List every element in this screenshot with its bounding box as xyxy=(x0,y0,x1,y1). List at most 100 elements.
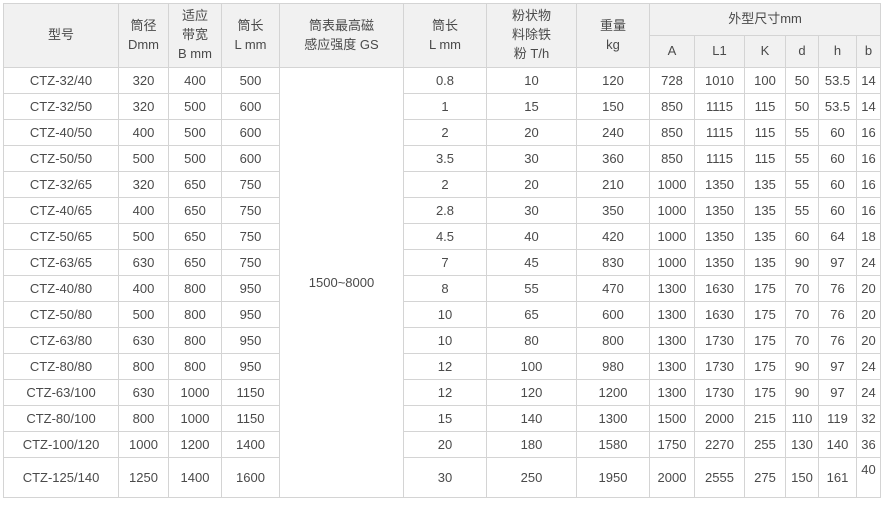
value-cell: 500 xyxy=(168,93,222,120)
value-cell: 150 xyxy=(576,93,650,120)
value-cell: 8 xyxy=(403,275,487,302)
value-cell: 60 xyxy=(818,197,857,224)
model-cell: CTZ-50/50 xyxy=(3,145,119,172)
header-length: 筒长 L mm xyxy=(221,3,280,68)
value-cell: 20 xyxy=(855,301,882,328)
value-cell: 1000 xyxy=(649,171,695,198)
value-cell: 97 xyxy=(818,249,857,276)
value-cell: 55 xyxy=(785,119,819,146)
value-cell: 2.8 xyxy=(403,197,487,224)
model-cell: CTZ-80/80 xyxy=(3,353,119,380)
value-cell: 1200 xyxy=(576,379,650,406)
value-cell: 40 xyxy=(486,223,577,250)
value-cell: 1300 xyxy=(649,379,695,406)
value-cell: 600 xyxy=(576,301,650,328)
model-cell: CTZ-80/100 xyxy=(3,405,119,432)
value-cell: 750 xyxy=(221,249,280,276)
value-cell: 30 xyxy=(486,197,577,224)
value-cell: 275 xyxy=(744,457,786,498)
model-cell: CTZ-40/80 xyxy=(3,275,119,302)
value-cell: 500 xyxy=(118,223,169,250)
table-row: CTZ-63/65 630 650 750 7 45 830 1000 1350 135 90 97 2… xyxy=(3,249,882,276)
model-cell: CTZ-40/65 xyxy=(3,197,119,224)
value-cell: 2000 xyxy=(694,405,745,432)
value-cell: 55 xyxy=(486,275,577,302)
value-cell: 24 xyxy=(855,353,882,380)
table-row: CTZ-80/80 800 800 950 12 100 980 1300 1730 175 90 9… xyxy=(3,353,882,380)
value-cell: 1000 xyxy=(649,249,695,276)
value-cell: 500 xyxy=(221,67,280,94)
value-cell: 115 xyxy=(744,93,786,120)
model-cell: CTZ-125/140 xyxy=(3,457,119,498)
table-header: 型号 筒径 Dmm 适应 带宽 B mm 筒长 L mm 筒表最高磁 感应强度 … xyxy=(3,3,882,68)
value-cell: 60 xyxy=(785,223,819,250)
header-length2: 筒长 L mm xyxy=(403,3,487,68)
value-cell: 53.5 xyxy=(818,93,857,120)
table-row: CTZ-50/50 500 500 600 3.5 30 360 850 1115 115 55 60… xyxy=(3,145,882,172)
value-cell: 76 xyxy=(818,301,857,328)
value-cell: 14 xyxy=(855,67,882,94)
value-cell: 15 xyxy=(403,405,487,432)
value-cell: 1000 xyxy=(168,379,222,406)
value-cell: 1630 xyxy=(694,301,745,328)
header-magnetic: 筒表最高磁 感应强度 GS xyxy=(279,3,404,68)
value-cell: 10 xyxy=(403,301,487,328)
header-row: 型号 筒径 Dmm 适应 带宽 B mm 筒长 L mm 筒表最高磁 感应强度 … xyxy=(3,3,882,68)
value-cell: 420 xyxy=(576,223,650,250)
value-cell: 1010 xyxy=(694,67,745,94)
value-cell: 1350 xyxy=(694,171,745,198)
value-cell: 1730 xyxy=(694,327,745,354)
value-cell: 0.8 xyxy=(403,67,487,94)
value-cell: 60 xyxy=(818,171,857,198)
value-cell: 100 xyxy=(486,353,577,380)
value-cell: 90 xyxy=(785,379,819,406)
value-cell: 850 xyxy=(649,119,695,146)
value-cell: 1200 xyxy=(168,431,222,458)
value-cell: 210 xyxy=(576,171,650,198)
header-weight: 重量 kg xyxy=(576,3,650,68)
value-cell: 800 xyxy=(576,327,650,354)
value-cell: 1630 xyxy=(694,275,745,302)
table-row: CTZ-40/65 400 650 750 2.8 30 350 1000 1350 135 55 6… xyxy=(3,197,882,224)
table-row: CTZ-40/50 400 500 600 2 20 240 850 1115 115 55 60 16 xyxy=(3,119,882,146)
value-cell: 1115 xyxy=(694,119,745,146)
value-cell: 135 xyxy=(744,249,786,276)
value-cell: 650 xyxy=(168,249,222,276)
value-cell: 1300 xyxy=(649,353,695,380)
header-dim-a: A xyxy=(649,35,695,68)
value-cell: 16 xyxy=(855,197,882,224)
value-cell: 120 xyxy=(486,379,577,406)
value-cell: 20 xyxy=(486,119,577,146)
value-cell: 1400 xyxy=(168,457,222,498)
value-cell: 800 xyxy=(168,301,222,328)
value-cell: 1300 xyxy=(649,275,695,302)
value-cell: 55 xyxy=(785,197,819,224)
value-cell: 150 xyxy=(785,457,819,498)
header-model: 型号 xyxy=(3,3,119,68)
table-row: CTZ-63/80 630 800 950 10 80 800 1300 1730 175 70 76… xyxy=(3,327,882,354)
value-cell: 36 xyxy=(855,431,882,458)
value-cell: 100 xyxy=(744,67,786,94)
value-cell: 850 xyxy=(649,93,695,120)
value-cell: 45 xyxy=(486,249,577,276)
value-cell: 110 xyxy=(785,405,819,432)
value-cell: 18 xyxy=(855,223,882,250)
value-cell: 3.5 xyxy=(403,145,487,172)
value-cell: 10 xyxy=(486,67,577,94)
model-cell: CTZ-32/50 xyxy=(3,93,119,120)
table-row: CTZ-63/100 630 1000 1150 12 120 1200 1300 1730 17… xyxy=(3,379,882,406)
table-body: CTZ-32/40 320 400 500 1500~8000 0.8 10 120 728 10… xyxy=(3,67,882,498)
value-cell: 255 xyxy=(744,431,786,458)
value-cell: 500 xyxy=(118,145,169,172)
value-cell: 135 xyxy=(744,197,786,224)
header-dim-d: d xyxy=(785,35,819,68)
value-cell: 1150 xyxy=(221,405,280,432)
value-cell: 240 xyxy=(576,119,650,146)
value-cell: 1950 xyxy=(576,457,650,498)
value-cell: 2 xyxy=(403,119,487,146)
value-cell: 1730 xyxy=(694,353,745,380)
model-cell: CTZ-40/50 xyxy=(3,119,119,146)
value-cell: 55 xyxy=(785,171,819,198)
value-cell: 1150 xyxy=(221,379,280,406)
value-cell: 350 xyxy=(576,197,650,224)
